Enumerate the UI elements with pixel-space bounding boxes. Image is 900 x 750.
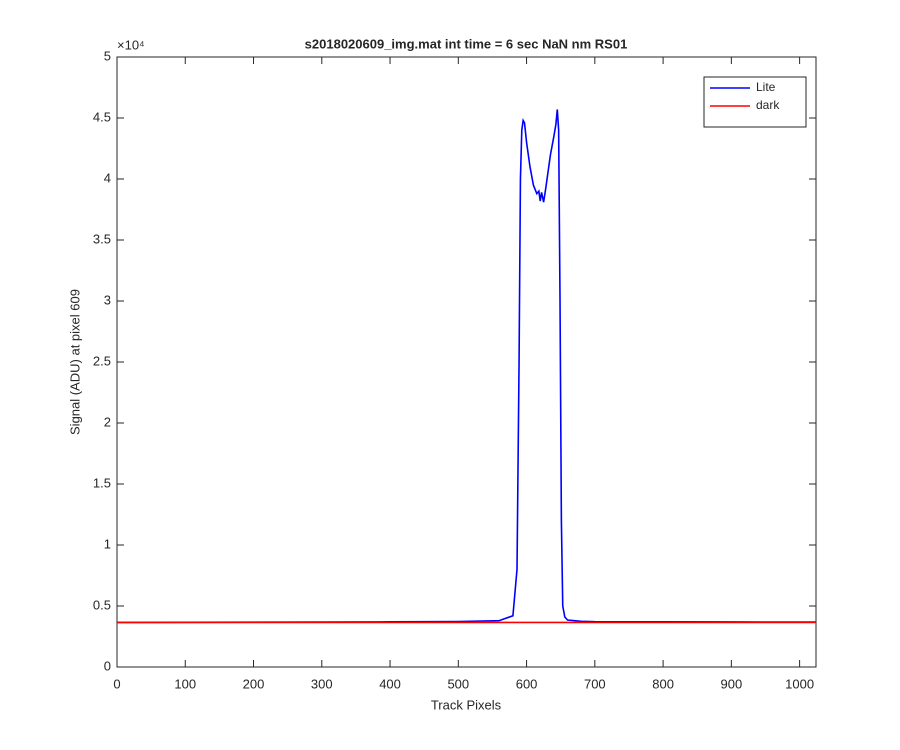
y-tick-label: 1.5 [93, 475, 111, 490]
y-axis-label: Signal (ADU) at pixel 609 [67, 289, 82, 435]
x-tick-label: 300 [311, 676, 333, 691]
y-exponent: ×10⁴ [117, 37, 145, 52]
x-tick-label: 800 [652, 676, 674, 691]
series-line [116, 109, 817, 624]
y-tick-label: 3 [104, 292, 111, 307]
x-tick-label: 700 [584, 676, 606, 691]
chart-title: s2018020609_img.mat int time = 6 sec NaN… [305, 36, 628, 51]
x-tick-label: 1000 [785, 676, 814, 691]
x-tick-label: 600 [516, 676, 538, 691]
x-tick-label: 400 [379, 676, 401, 691]
y-tick-label: 1 [104, 536, 111, 551]
legend: Lite dark [703, 76, 807, 128]
y-tick-label: 3.5 [93, 231, 111, 246]
x-tick-label: 100 [174, 676, 196, 691]
y-tick-label: 0 [104, 658, 111, 673]
y-tick-label: 4.5 [93, 109, 111, 124]
x-axis-label: Track Pixels [431, 697, 502, 712]
legend-label: Lite [756, 80, 776, 94]
x-tick-label: 0 [113, 676, 120, 691]
plot-frame [116, 56, 817, 668]
x-tick-label: 500 [447, 676, 469, 691]
legend-box [703, 76, 807, 128]
x-tick-label: 900 [721, 676, 743, 691]
x-tick-label: 200 [243, 676, 265, 691]
y-tick-label: 5 [104, 48, 111, 63]
y-tick-label: 2.5 [93, 353, 111, 368]
y-tick-label: 4 [104, 170, 111, 185]
legend-label: dark [756, 98, 780, 112]
y-tick-label: 2 [104, 414, 111, 429]
y-tick-label: 0.5 [93, 597, 111, 612]
